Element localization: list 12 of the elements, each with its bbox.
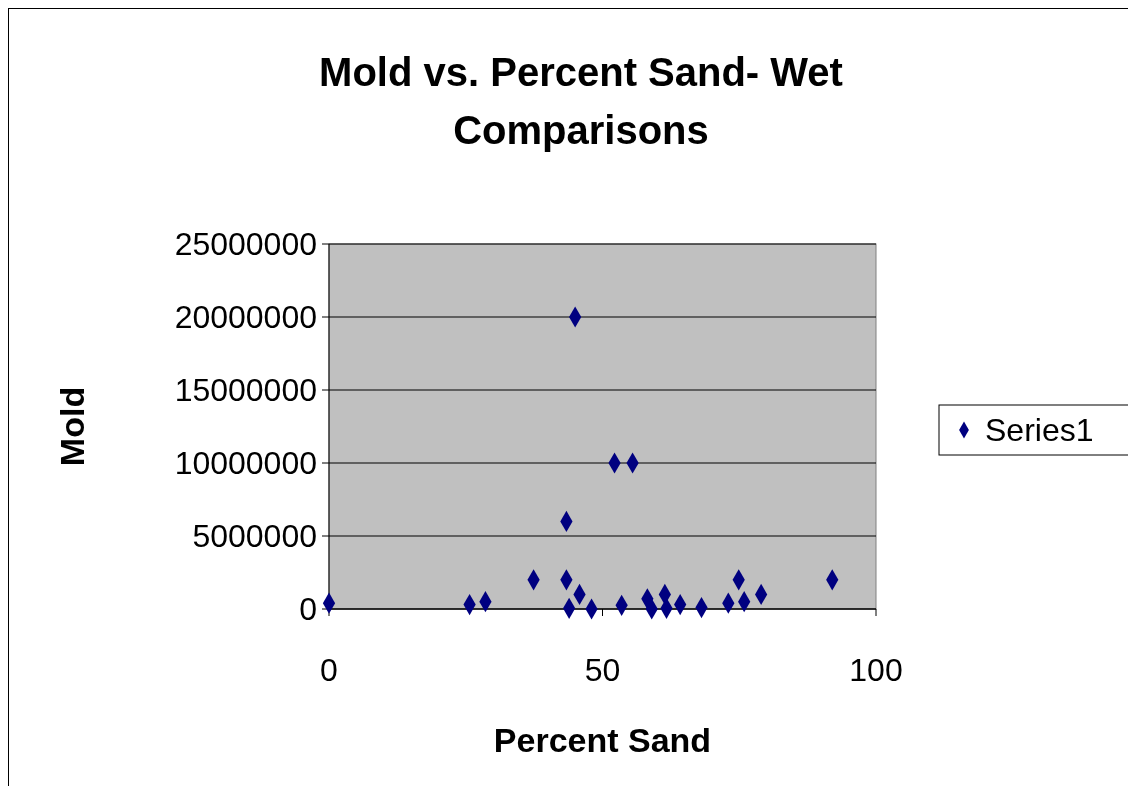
y-axis-title: Mold xyxy=(53,386,91,467)
chart-title: Mold vs. Percent Sand- Wet Comparisons xyxy=(319,50,843,152)
legend-label: Series1 xyxy=(985,412,1094,449)
y-tick-label: 15000000 xyxy=(174,372,317,409)
x-tick-label: 50 xyxy=(584,652,621,688)
y-tick-label: 25000000 xyxy=(174,226,317,263)
x-axis-title: Percent Sand xyxy=(493,721,712,759)
y-tick-label: 20000000 xyxy=(174,299,317,336)
y-tick-label: 0 xyxy=(299,591,317,628)
x-tick-label: 100 xyxy=(849,652,903,688)
y-tick-label: 5000000 xyxy=(192,518,317,555)
y-tick-label: 10000000 xyxy=(174,445,317,482)
